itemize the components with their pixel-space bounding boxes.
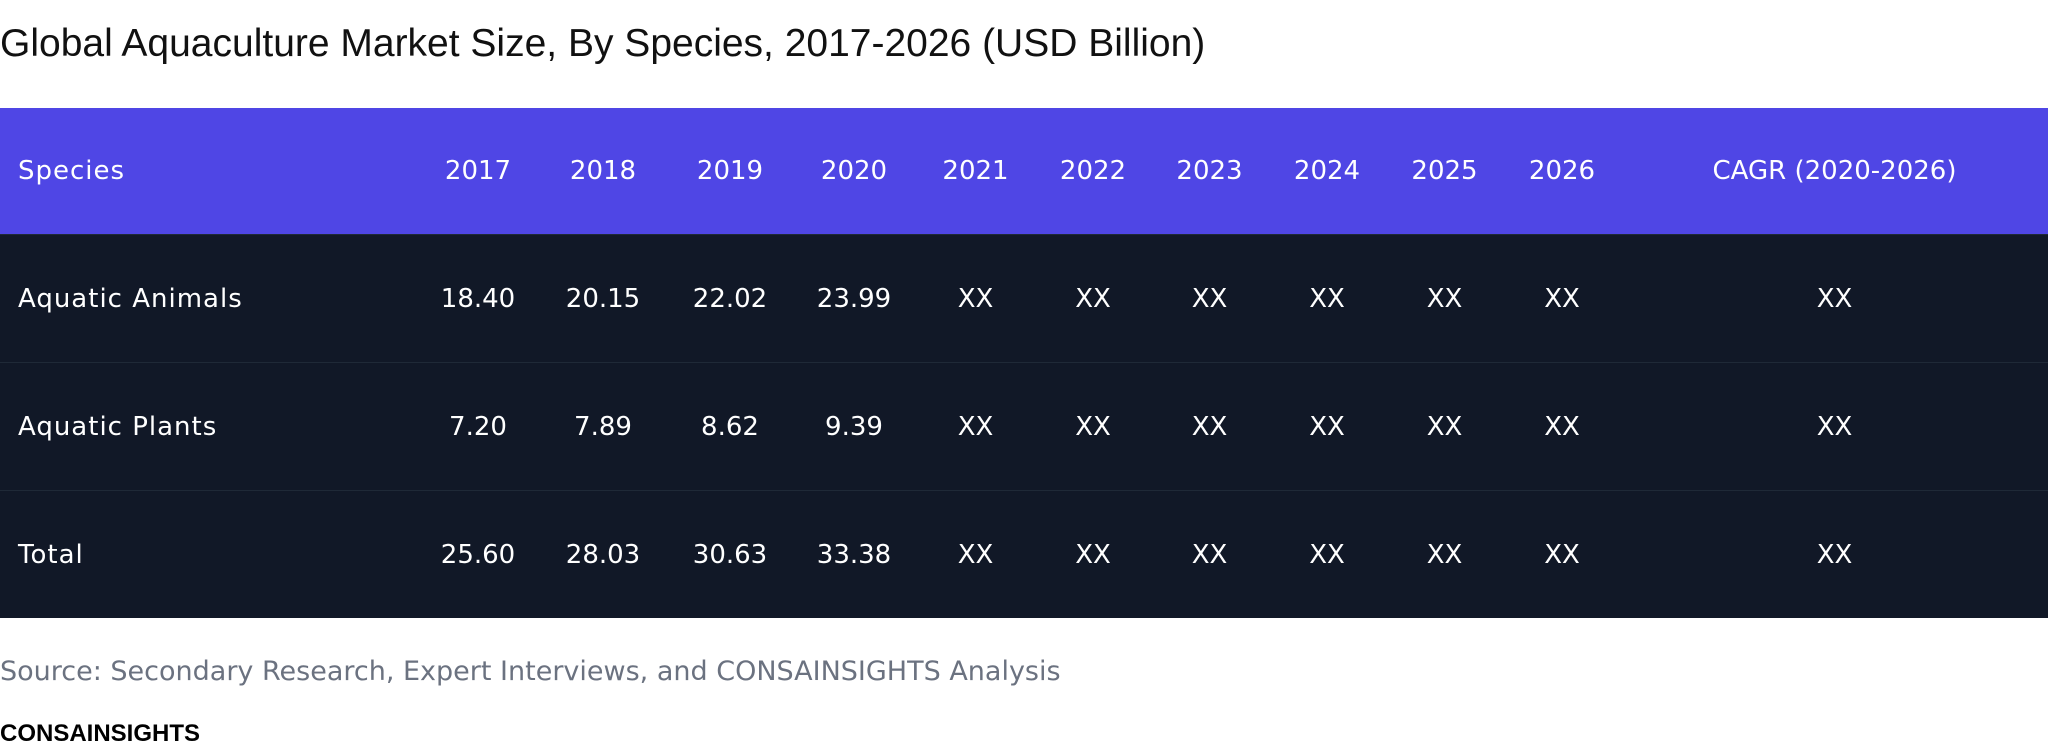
table-cell: XX [1151,362,1268,491]
table-cell: XX [1503,362,1621,491]
table-cell: 7.89 [538,362,668,491]
header-cell: 2025 [1386,108,1503,235]
table-cell: XX [1503,234,1621,363]
header-cell: 2024 [1268,108,1386,235]
row-label: Total [0,490,418,618]
table-cell: XX [1268,362,1386,491]
table-row: Aquatic Animals 18.40 20.15 22.02 23.99 XX XX X… [0,234,2048,363]
table-cell: XX [1151,490,1268,618]
table-cell: XX [1386,234,1503,363]
table-cell: XX [916,490,1035,618]
header-cell: 2020 [792,108,916,235]
title: Global Aquaculture Market Size, By Speci… [0,22,1206,65]
table-cell: XX [1503,490,1621,618]
row-label: Aquatic Plants [0,362,418,491]
source-note: Source: Secondary Research, Expert Inter… [0,656,1061,687]
table-cell: 9.39 [792,362,916,491]
market-table: Species 2017 2018 2019 2020 2021 2022 2023 2024 2… [0,108,2048,618]
table-cell: XX [1621,234,2048,363]
table-cell: XX [1621,362,2048,491]
table-row: Total 25.60 28.03 30.63 33.38 XX XX XX XX XX XX XX [0,490,2048,618]
header-cell: 2022 [1035,108,1151,235]
table-cell: XX [916,234,1035,363]
row-label: Aquatic Animals [0,234,418,363]
header-cell: 2026 [1503,108,1621,235]
table-cell: XX [1386,490,1503,618]
table-cell: XX [1035,490,1151,618]
table-cell: 28.03 [538,490,668,618]
table-cell: 18.40 [418,234,538,363]
table-row: Aquatic Plants 7.20 7.89 8.62 9.39 XX XX XX XX XX… [0,362,2048,491]
table-cell: XX [1621,490,2048,618]
table-cell: 25.60 [418,490,538,618]
header-cell: Species [0,108,418,235]
brand: CONSAINSIGHTS [0,720,201,747]
header-cell: 2017 [418,108,538,235]
table-cell: 8.62 [668,362,792,491]
header-cell: 2023 [1151,108,1268,235]
table-cell: XX [1268,490,1386,618]
table-cell: 7.20 [418,362,538,491]
header-cell: 2021 [916,108,1035,235]
table-cell: XX [1035,362,1151,491]
table-cell: XX [1035,234,1151,363]
header-cell: CAGR (2020-2026) [1621,108,2048,235]
table-cell: XX [1268,234,1386,363]
table-body: Aquatic Animals 18.40 20.15 22.02 23.99 XX XX X… [0,234,2048,618]
table-cell: XX [916,362,1035,491]
table-cell: 33.38 [792,490,916,618]
table-cell: 30.63 [668,490,792,618]
table-cell: XX [1151,234,1268,363]
table-cell: 22.02 [668,234,792,363]
header-cell: 2019 [668,108,792,235]
header-cell: 2018 [538,108,668,235]
table-cell: XX [1386,362,1503,491]
table-cell: 20.15 [538,234,668,363]
table-cell: 23.99 [792,234,916,363]
header-row: Species 2017 2018 2019 2020 2021 2022 2023 2024 2… [0,108,2048,235]
